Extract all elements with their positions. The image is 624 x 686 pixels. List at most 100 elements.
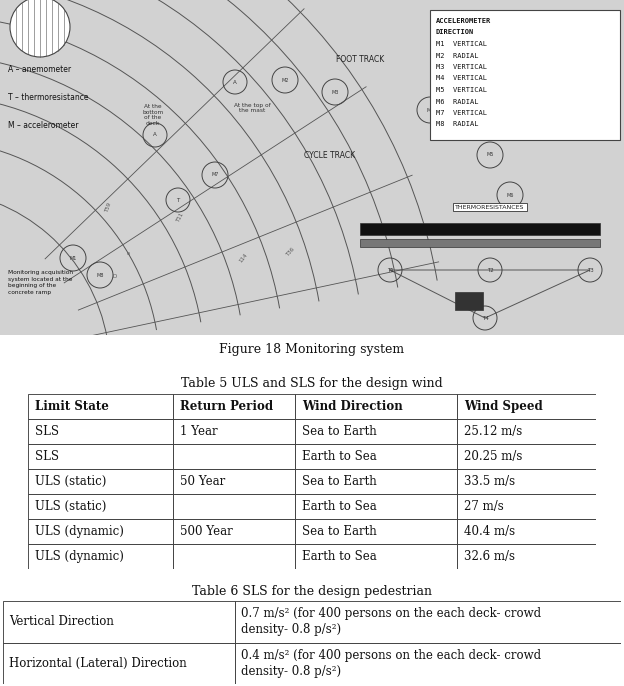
Text: 0.4 m/s² (for 400 persons on the each deck- crowd
density- 0.8 p/s²): 0.4 m/s² (for 400 persons on the each de…: [241, 648, 541, 678]
Text: At the top of
the mast: At the top of the mast: [233, 103, 270, 113]
Text: Earth to Sea: Earth to Sea: [302, 450, 376, 463]
Bar: [457, 519, 596, 544]
Text: DIRECTION: DIRECTION: [436, 29, 474, 36]
Text: T59: T59: [104, 202, 112, 213]
Text: T11: T11: [175, 212, 185, 224]
Text: 50 Year: 50 Year: [180, 475, 225, 488]
Bar: [430, 10, 620, 140]
Text: M3: M3: [331, 89, 339, 95]
Bar: [455, 292, 483, 310]
Text: M4  VERTICAL: M4 VERTICAL: [436, 75, 487, 82]
Bar: [295, 519, 457, 544]
Bar: [173, 419, 295, 444]
Text: Horizontal (Lateral) Direction: Horizontal (Lateral) Direction: [9, 657, 187, 670]
Bar: [235, 601, 621, 643]
Text: M8: M8: [96, 272, 104, 278]
Text: M5  VERTICAL: M5 VERTICAL: [436, 87, 487, 93]
Text: 1 Year: 1 Year: [180, 425, 217, 438]
Bar: [28, 394, 173, 419]
Text: 25.12 m/s: 25.12 m/s: [464, 425, 522, 438]
Bar: [457, 544, 596, 569]
Text: Sea to Earth: Sea to Earth: [302, 475, 376, 488]
Text: Wind Speed: Wind Speed: [464, 400, 542, 413]
Text: M7: M7: [212, 172, 218, 178]
Bar: [28, 519, 173, 544]
Bar: [173, 544, 295, 569]
Text: M2: M2: [281, 78, 289, 82]
Text: ACCELEROMETER: ACCELEROMETER: [436, 18, 491, 24]
Text: M3  VERTICAL: M3 VERTICAL: [436, 64, 487, 70]
Text: M1: M1: [69, 255, 77, 261]
Text: T36: T36: [285, 246, 295, 257]
Text: M1  VERTICAL: M1 VERTICAL: [436, 41, 487, 47]
Bar: [360, 239, 600, 247]
Bar: [457, 419, 596, 444]
Text: Table 5 ULS and SLS for the design wind: Table 5 ULS and SLS for the design wind: [181, 377, 443, 390]
Bar: [295, 494, 457, 519]
Text: Earth to Sea: Earth to Sea: [302, 500, 376, 513]
Text: THERMORESISTANCES: THERMORESISTANCES: [456, 204, 525, 209]
Bar: [295, 469, 457, 494]
Text: T – thermoresistance: T – thermoresistance: [8, 93, 89, 102]
Bar: [295, 394, 457, 419]
Text: Sea to Earth: Sea to Earth: [302, 425, 376, 438]
Bar: [28, 419, 173, 444]
Bar: [457, 444, 596, 469]
Circle shape: [10, 0, 70, 57]
Bar: [295, 544, 457, 569]
Bar: [3, 643, 235, 684]
Text: M4: M4: [426, 108, 434, 113]
Text: 33.5 m/s: 33.5 m/s: [464, 475, 515, 488]
Text: Figure 18 Monitoring system: Figure 18 Monitoring system: [220, 342, 404, 355]
Text: SLS: SLS: [35, 425, 59, 438]
Text: Sea to Earth: Sea to Earth: [302, 525, 376, 538]
Text: M6  RADIAL: M6 RADIAL: [436, 99, 479, 104]
Text: Wind Direction: Wind Direction: [302, 400, 402, 413]
Text: M2  RADIAL: M2 RADIAL: [436, 53, 479, 58]
Bar: [28, 469, 173, 494]
Text: CYCLE TRACK: CYCLE TRACK: [305, 150, 356, 160]
Text: M8  RADIAL: M8 RADIAL: [436, 121, 479, 128]
Text: 32.6 m/s: 32.6 m/s: [464, 550, 515, 563]
Bar: [173, 444, 295, 469]
Text: Monitoring acquisition
system located at the
beginning of the
concrete ramp: Monitoring acquisition system located at…: [8, 270, 73, 295]
Text: FOOT TRACK: FOOT TRACK: [336, 56, 384, 64]
Text: Earth to Sea: Earth to Sea: [302, 550, 376, 563]
Text: 0.7 m/s² (for 400 persons on the each deck- crowd
density- 0.8 p/s²): 0.7 m/s² (for 400 persons on the each de…: [241, 607, 541, 637]
Bar: [173, 469, 295, 494]
Bar: [295, 419, 457, 444]
Text: At the
bottom
of the
deck: At the bottom of the deck: [142, 104, 163, 126]
Bar: [28, 494, 173, 519]
Text: o: o: [127, 251, 130, 256]
Text: T4: T4: [482, 316, 489, 320]
Text: A – anemometer: A – anemometer: [8, 65, 71, 75]
Text: 20.25 m/s: 20.25 m/s: [464, 450, 522, 463]
Text: Table 6 SLS for the design pedestrian: Table 6 SLS for the design pedestrian: [192, 584, 432, 598]
Text: ULS (static): ULS (static): [35, 475, 106, 488]
Text: 114: 114: [238, 252, 248, 263]
Text: T2: T2: [487, 268, 494, 272]
Text: M7  VERTICAL: M7 VERTICAL: [436, 110, 487, 116]
Bar: [457, 469, 596, 494]
Text: A: A: [153, 132, 157, 137]
Text: 40.4 m/s: 40.4 m/s: [464, 525, 515, 538]
Bar: [235, 643, 621, 684]
Bar: [360, 223, 600, 235]
Bar: [173, 394, 295, 419]
Bar: [28, 544, 173, 569]
Bar: [173, 519, 295, 544]
Text: SLS: SLS: [35, 450, 59, 463]
Text: Limit State: Limit State: [35, 400, 109, 413]
Text: M – accelerometer: M – accelerometer: [8, 121, 79, 130]
Text: Vertical Direction: Vertical Direction: [9, 615, 114, 628]
Bar: [3, 601, 235, 643]
Text: A: A: [233, 80, 237, 84]
Text: T1: T1: [387, 268, 393, 272]
Text: M5: M5: [486, 152, 494, 158]
Text: M6: M6: [506, 193, 514, 198]
Text: 27 m/s: 27 m/s: [464, 500, 504, 513]
Text: ULS (dynamic): ULS (dynamic): [35, 550, 124, 563]
Text: T3: T3: [587, 268, 593, 272]
Bar: [457, 394, 596, 419]
Text: T: T: [177, 198, 180, 202]
